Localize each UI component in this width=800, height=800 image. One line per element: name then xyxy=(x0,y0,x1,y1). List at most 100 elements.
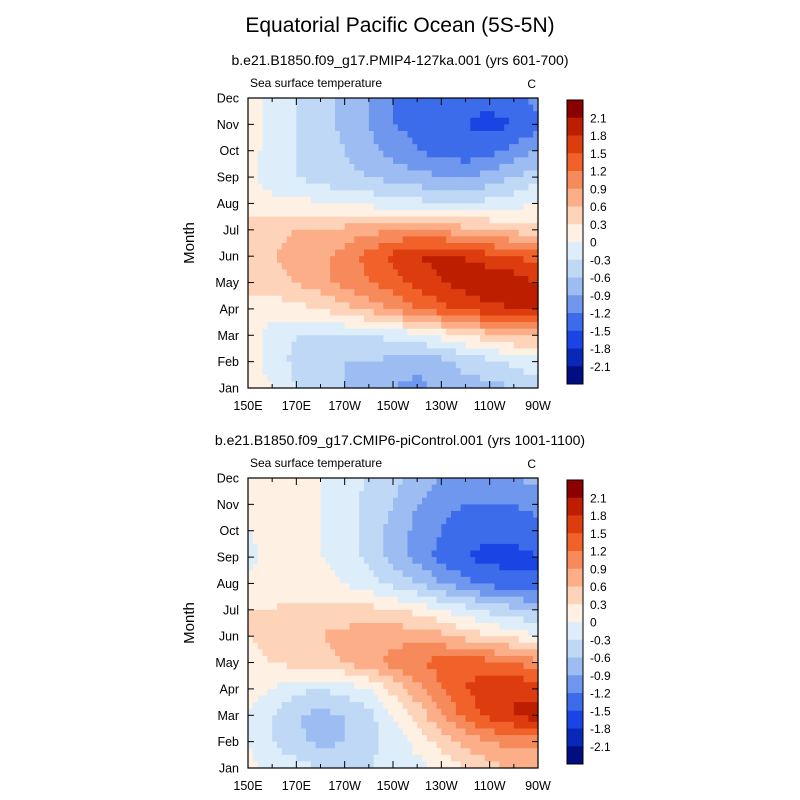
heatmap-cell xyxy=(349,669,355,677)
heatmap-cell xyxy=(344,216,351,224)
heatmap-cell xyxy=(504,243,510,251)
heatmap-cell xyxy=(262,236,268,244)
heatmap-cell xyxy=(513,282,520,290)
heatmap-cell xyxy=(460,269,467,277)
heatmap-cell xyxy=(431,629,438,637)
heatmap-cell xyxy=(407,688,413,697)
heatmap-cell xyxy=(523,269,529,277)
y-tick-label: Jul xyxy=(223,223,239,237)
heatmap-cell xyxy=(296,662,302,670)
heatmap-cell xyxy=(291,190,297,198)
heatmap-cell xyxy=(509,104,515,112)
heatmap-cell xyxy=(262,682,268,690)
heatmap-cell xyxy=(484,328,491,336)
heatmap-cell xyxy=(354,124,360,132)
heatmap-cell xyxy=(465,196,471,205)
heatmap-cell xyxy=(393,203,399,211)
heatmap-cell xyxy=(393,504,399,512)
heatmap-cell xyxy=(277,130,283,139)
heatmap-cell xyxy=(436,563,442,571)
heatmap-cell xyxy=(523,669,529,677)
heatmap-cell xyxy=(523,662,529,670)
heatmap-cell xyxy=(460,302,467,310)
heatmap-cell xyxy=(272,642,278,650)
heatmap-cell xyxy=(417,170,423,178)
heatmap-cell xyxy=(296,341,302,350)
heatmap-cell xyxy=(518,124,525,132)
heatmap-cell xyxy=(344,183,351,191)
heatmap-cell xyxy=(291,315,297,323)
heatmap-cell xyxy=(262,629,268,637)
heatmap-cell xyxy=(494,537,500,545)
heatmap-cell xyxy=(359,478,365,486)
heatmap-cell xyxy=(480,484,486,492)
heatmap-cell xyxy=(291,117,297,125)
heatmap-cell xyxy=(306,130,312,139)
heatmap-cell xyxy=(393,282,399,290)
heatmap-cell xyxy=(494,576,500,585)
heatmap-cell xyxy=(533,491,539,499)
heatmap-cell xyxy=(388,355,394,363)
heatmap-cell xyxy=(451,609,457,618)
heatmap-cell xyxy=(286,662,293,670)
heatmap-cell xyxy=(368,381,375,389)
heatmap-cell xyxy=(354,275,360,284)
heatmap-cell xyxy=(373,256,380,264)
heatmap-cell xyxy=(455,537,462,545)
heatmap-cell xyxy=(286,576,293,585)
heatmap-cell xyxy=(339,275,346,284)
heatmap-cell xyxy=(306,484,312,492)
heatmap-cell xyxy=(325,177,331,185)
heatmap-cell xyxy=(528,98,534,106)
heatmap-cell xyxy=(354,603,360,611)
heatmap-cell xyxy=(262,229,268,238)
heatmap-cell xyxy=(320,341,326,350)
heatmap-cell xyxy=(431,163,438,172)
heatmap-cell xyxy=(315,322,322,330)
heatmap-cell xyxy=(422,269,428,277)
heatmap-cell xyxy=(359,563,365,571)
heatmap-cell xyxy=(315,157,322,165)
heatmap-cell xyxy=(407,517,413,525)
heatmap-cell xyxy=(320,302,326,310)
heatmap-cell xyxy=(306,328,312,336)
heatmap-cell xyxy=(368,478,375,486)
heatmap-cell xyxy=(499,570,505,578)
heatmap-cell xyxy=(248,543,254,552)
heatmap-cell xyxy=(349,609,355,618)
heatmap-cell xyxy=(484,256,491,264)
heatmap-cell xyxy=(383,163,389,172)
heatmap-cell xyxy=(436,190,442,198)
heatmap-cell xyxy=(281,702,288,710)
heatmap-cell xyxy=(301,302,307,310)
heatmap-cell xyxy=(320,550,326,558)
heatmap-cell xyxy=(359,576,365,585)
heatmap-cell xyxy=(422,236,428,244)
heatmap-cell xyxy=(388,104,394,112)
heatmap-cell xyxy=(320,662,326,670)
heatmap-cell xyxy=(436,517,442,525)
heatmap-cell xyxy=(248,596,254,604)
heatmap-cell xyxy=(320,636,326,644)
heatmap-cell xyxy=(494,688,500,697)
heatmap-cell xyxy=(267,315,273,323)
heatmap-cell xyxy=(470,137,476,145)
heatmap-cell xyxy=(330,203,336,211)
heatmap-cell xyxy=(518,504,525,512)
heatmap-cell xyxy=(281,708,288,716)
heatmap-cell xyxy=(446,491,452,499)
heatmap-cell xyxy=(354,262,360,270)
heatmap-cell xyxy=(509,550,515,558)
heatmap-cell xyxy=(368,557,375,565)
heatmap-cell xyxy=(325,256,331,264)
heatmap-cell xyxy=(281,111,288,119)
heatmap-cell xyxy=(344,196,351,205)
heatmap-cell xyxy=(436,682,442,690)
heatmap-cell xyxy=(523,196,529,205)
colorbar-label: -1.2 xyxy=(590,307,611,321)
heatmap-cell xyxy=(465,702,471,710)
heatmap-cell xyxy=(451,275,457,284)
heatmap-cell xyxy=(373,708,380,716)
heatmap-cell xyxy=(310,596,317,604)
heatmap-cell xyxy=(291,708,297,716)
